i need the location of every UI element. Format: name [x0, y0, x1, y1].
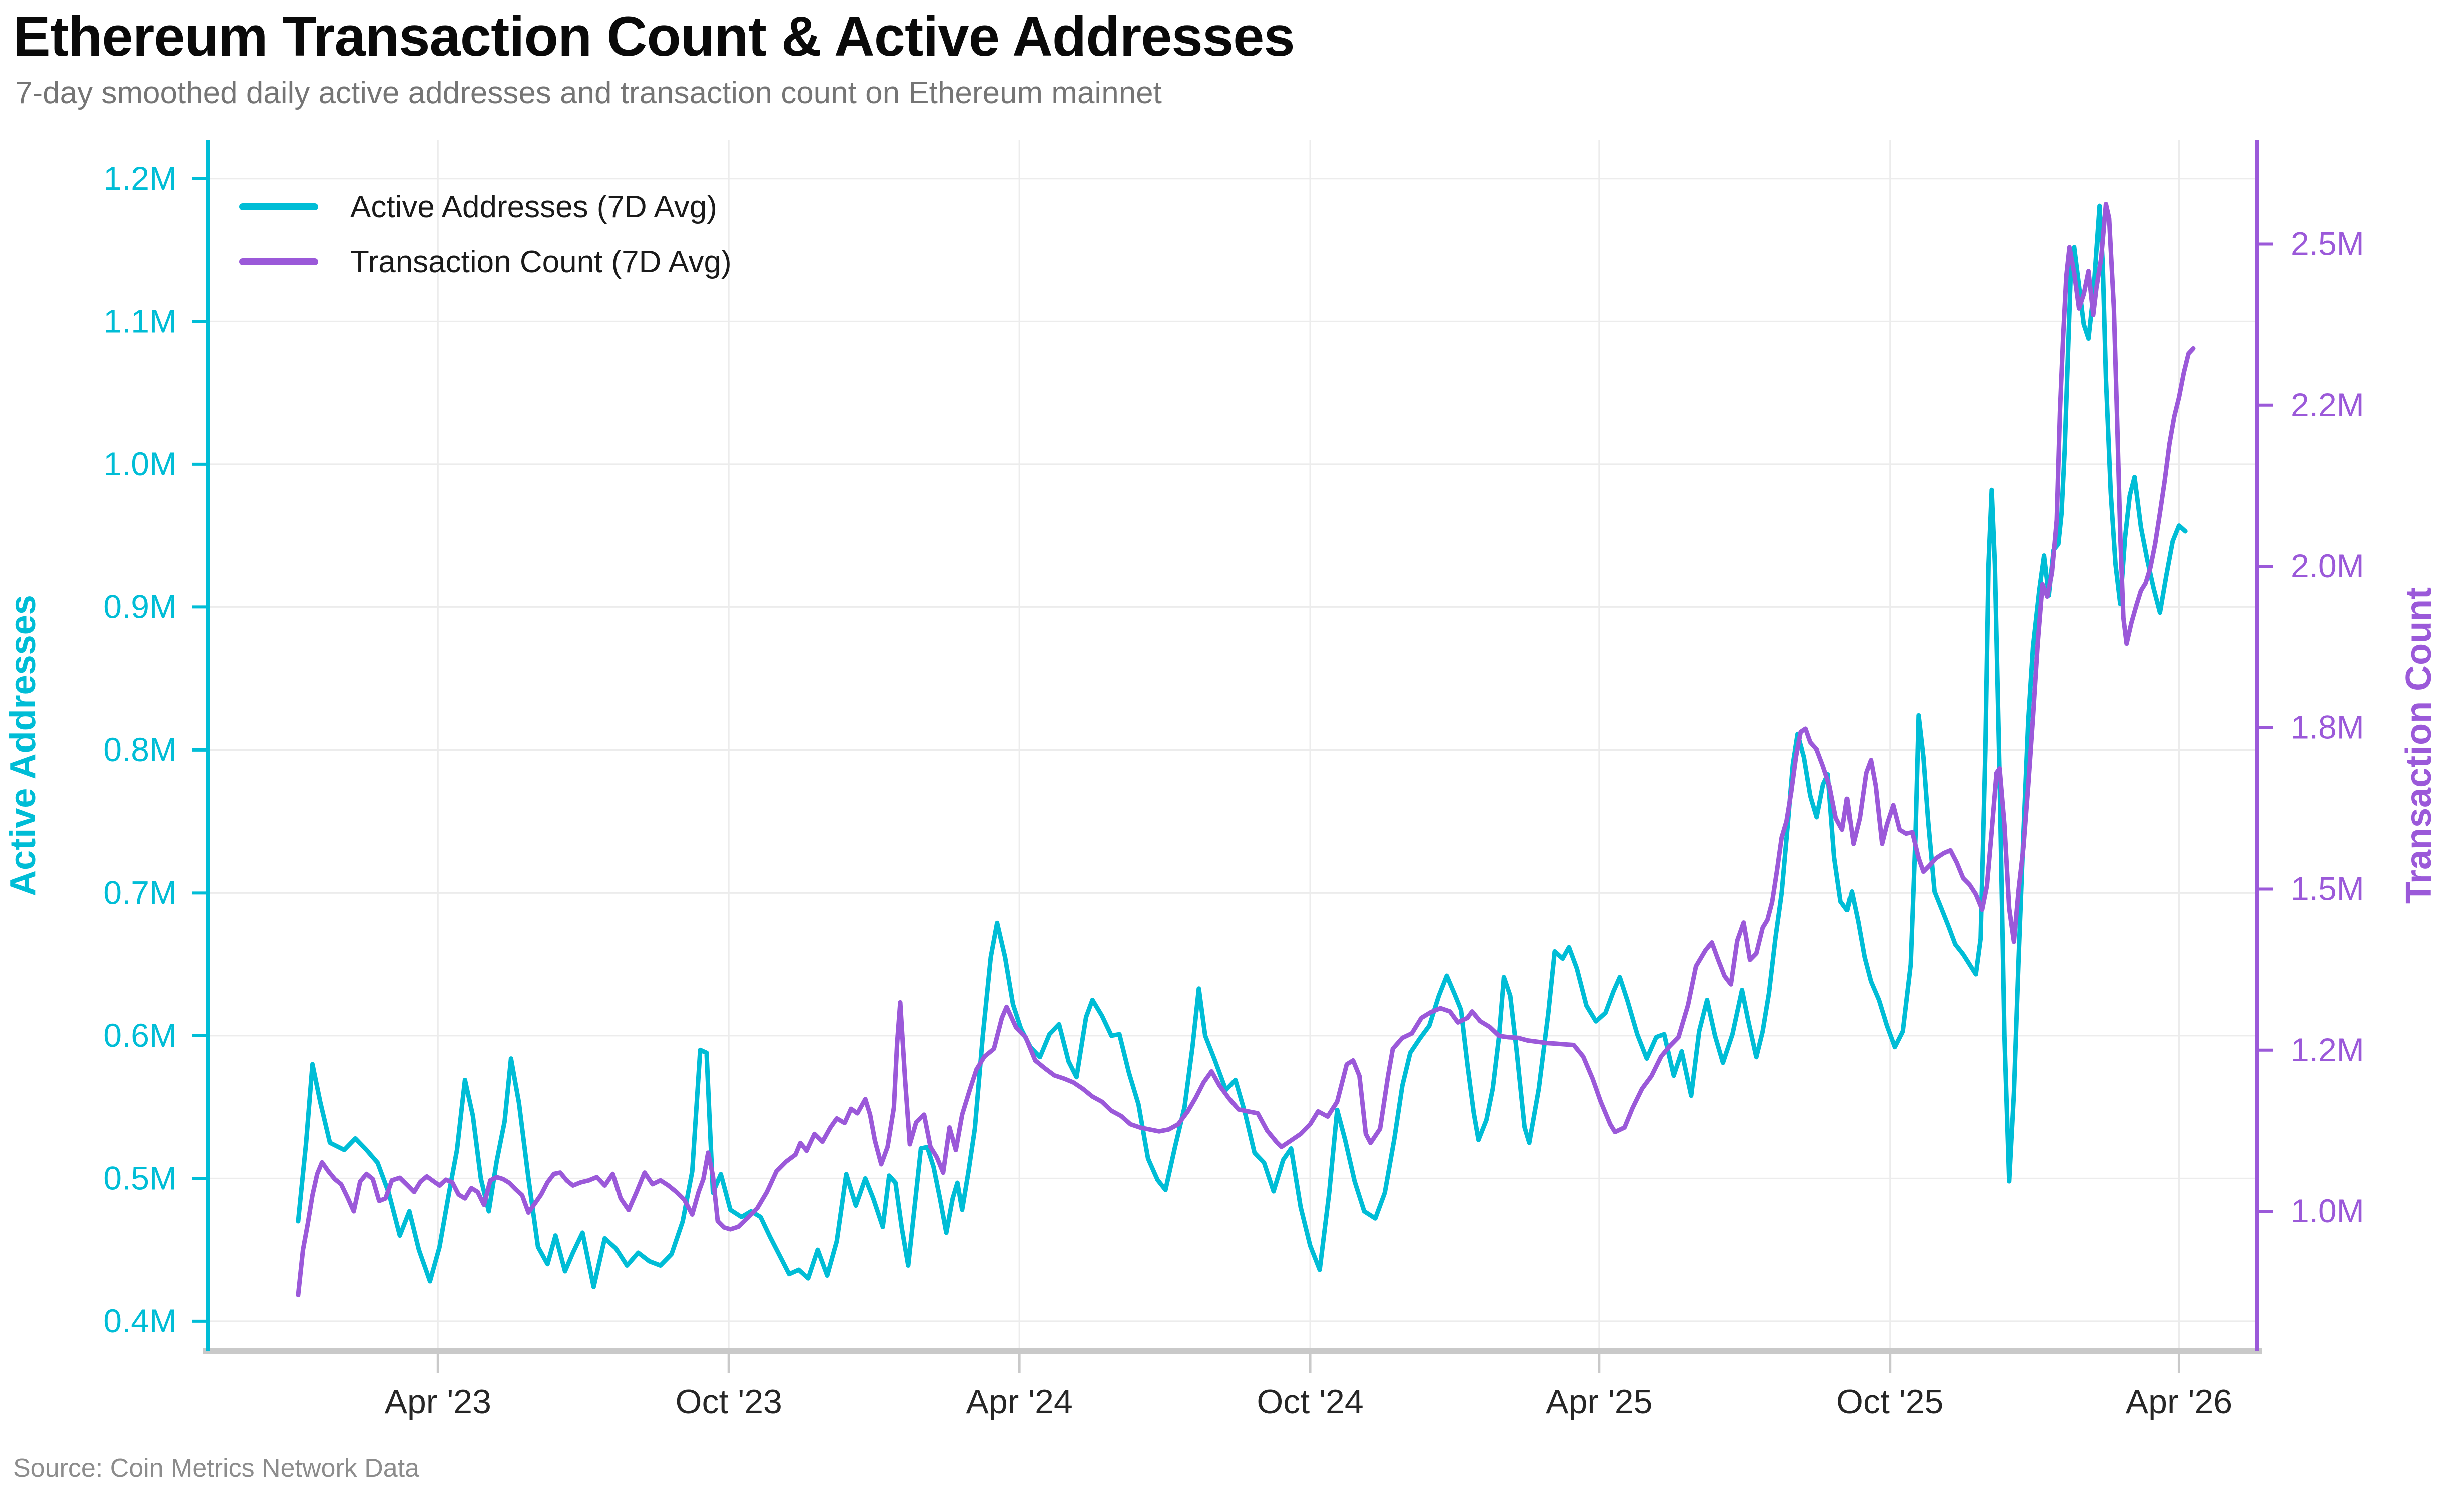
y-right-tick-label: 2.5M — [2291, 225, 2364, 262]
y-left-axis-title: Active Addresses — [3, 595, 43, 896]
y-right-axis-title: Transaction Count — [2399, 587, 2439, 904]
y-left-tick-label: 1.0M — [103, 445, 177, 482]
y-left-tick-label: 0.8M — [103, 731, 177, 768]
y-right-tick-label: 1.5M — [2291, 870, 2364, 907]
x-tick-label: Oct '24 — [1257, 1383, 1363, 1421]
x-axis-spine — [203, 1348, 2262, 1354]
y-left-tick-label: 0.5M — [103, 1159, 177, 1196]
legend-item-transaction-count: Transaction Count (7D Avg) — [239, 234, 732, 289]
legend-label: Active Addresses (7D Avg) — [350, 189, 717, 224]
y-right-tick-label: 1.2M — [2291, 1031, 2364, 1068]
y-right-spine — [2255, 140, 2259, 1351]
active-addresses-swatch-icon — [239, 203, 318, 210]
chart-title: Ethereum Transaction Count & Active Addr… — [13, 5, 1295, 68]
y-left-tick-label: 1.1M — [103, 302, 177, 339]
active-addresses-line — [296, 203, 2188, 1289]
y-left-tick-label: 0.6M — [103, 1017, 177, 1054]
y-left-tick-label: 0.4M — [103, 1302, 177, 1339]
y-right-tick-label: 2.2M — [2291, 386, 2364, 423]
y-left-tick-label: 0.9M — [103, 588, 177, 625]
legend: Active Addresses (7D Avg) Transaction Co… — [239, 179, 732, 289]
legend-label: Transaction Count (7D Avg) — [350, 244, 732, 279]
y-right-tick-label: 1.8M — [2291, 708, 2364, 745]
x-tick-label: Apr '26 — [2126, 1383, 2232, 1421]
y-left-tick-label: 0.7M — [103, 874, 177, 911]
legend-item-active-addresses: Active Addresses (7D Avg) — [239, 179, 732, 234]
transaction-count-swatch-icon — [239, 258, 318, 265]
x-tick-label: Apr '23 — [385, 1383, 491, 1421]
source-attribution: Source: Coin Metrics Network Data — [13, 1454, 420, 1483]
x-tick-label: Apr '24 — [966, 1383, 1072, 1421]
y-left-spine — [206, 140, 210, 1351]
y-right-tick-label: 1.0M — [2291, 1192, 2364, 1229]
x-tick-label: Oct '25 — [1836, 1383, 1943, 1421]
x-tick-label: Apr '25 — [1546, 1383, 1652, 1421]
transaction-count-line — [296, 202, 2196, 1298]
x-tick-label: Oct '23 — [676, 1383, 782, 1421]
y-left-tick-label: 1.2M — [103, 160, 177, 197]
y-right-tick-label: 2.0M — [2291, 547, 2364, 584]
chart-subtitle: 7-day smoothed daily active addresses an… — [15, 76, 1162, 110]
